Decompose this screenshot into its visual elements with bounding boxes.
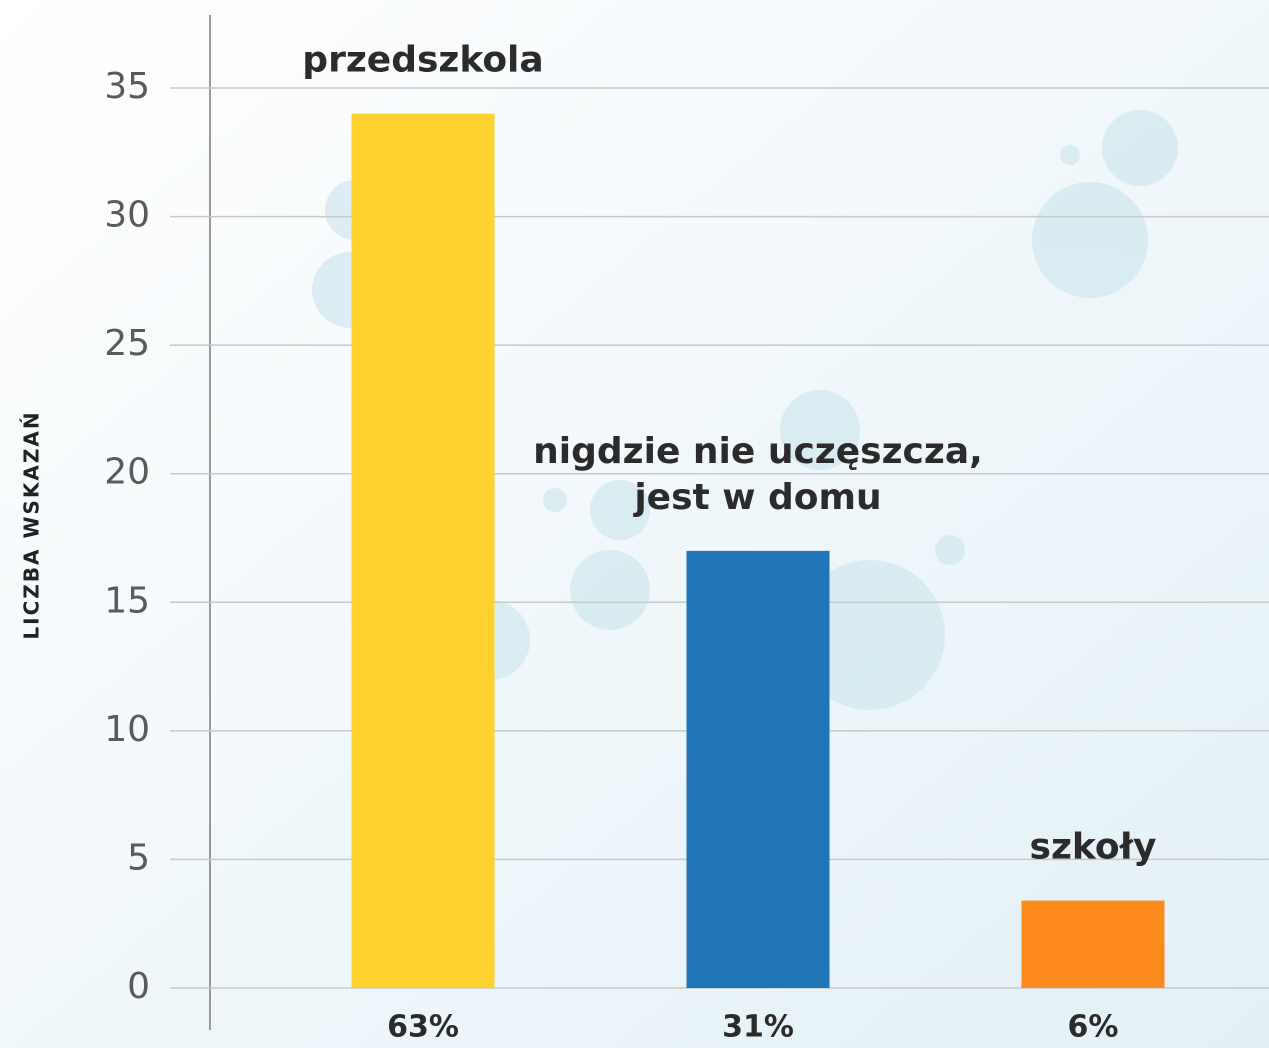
category-label: nigdzie nie uczęszcza, bbox=[533, 431, 983, 472]
share-label: 63% bbox=[387, 1010, 459, 1045]
y-tick-label: 5 bbox=[127, 837, 150, 878]
category-label: przedszkola bbox=[302, 40, 543, 81]
y-axis-title: LICZBA WSKAZAŃ bbox=[20, 410, 44, 639]
y-tick-label: 0 bbox=[127, 966, 150, 1007]
bar bbox=[352, 114, 495, 988]
y-tick-label: 30 bbox=[104, 195, 150, 236]
share-label: 31% bbox=[722, 1010, 794, 1045]
y-tick-label: 25 bbox=[104, 323, 150, 364]
bar bbox=[1022, 901, 1165, 988]
y-tick-label: 15 bbox=[104, 580, 150, 621]
y-tick-label: 20 bbox=[104, 452, 150, 493]
y-tick-label: 10 bbox=[104, 709, 150, 750]
chart: LICZBA WSKAZAŃ 0 5 10 15 20 25 30 35 przedszkola… bbox=[0, 0, 1269, 1048]
bar bbox=[687, 551, 830, 988]
y-tick-label: 35 bbox=[104, 66, 150, 107]
share-label: 6% bbox=[1068, 1010, 1119, 1045]
category-label: jest w domu bbox=[632, 477, 881, 518]
category-label: szkoły bbox=[1030, 827, 1157, 868]
